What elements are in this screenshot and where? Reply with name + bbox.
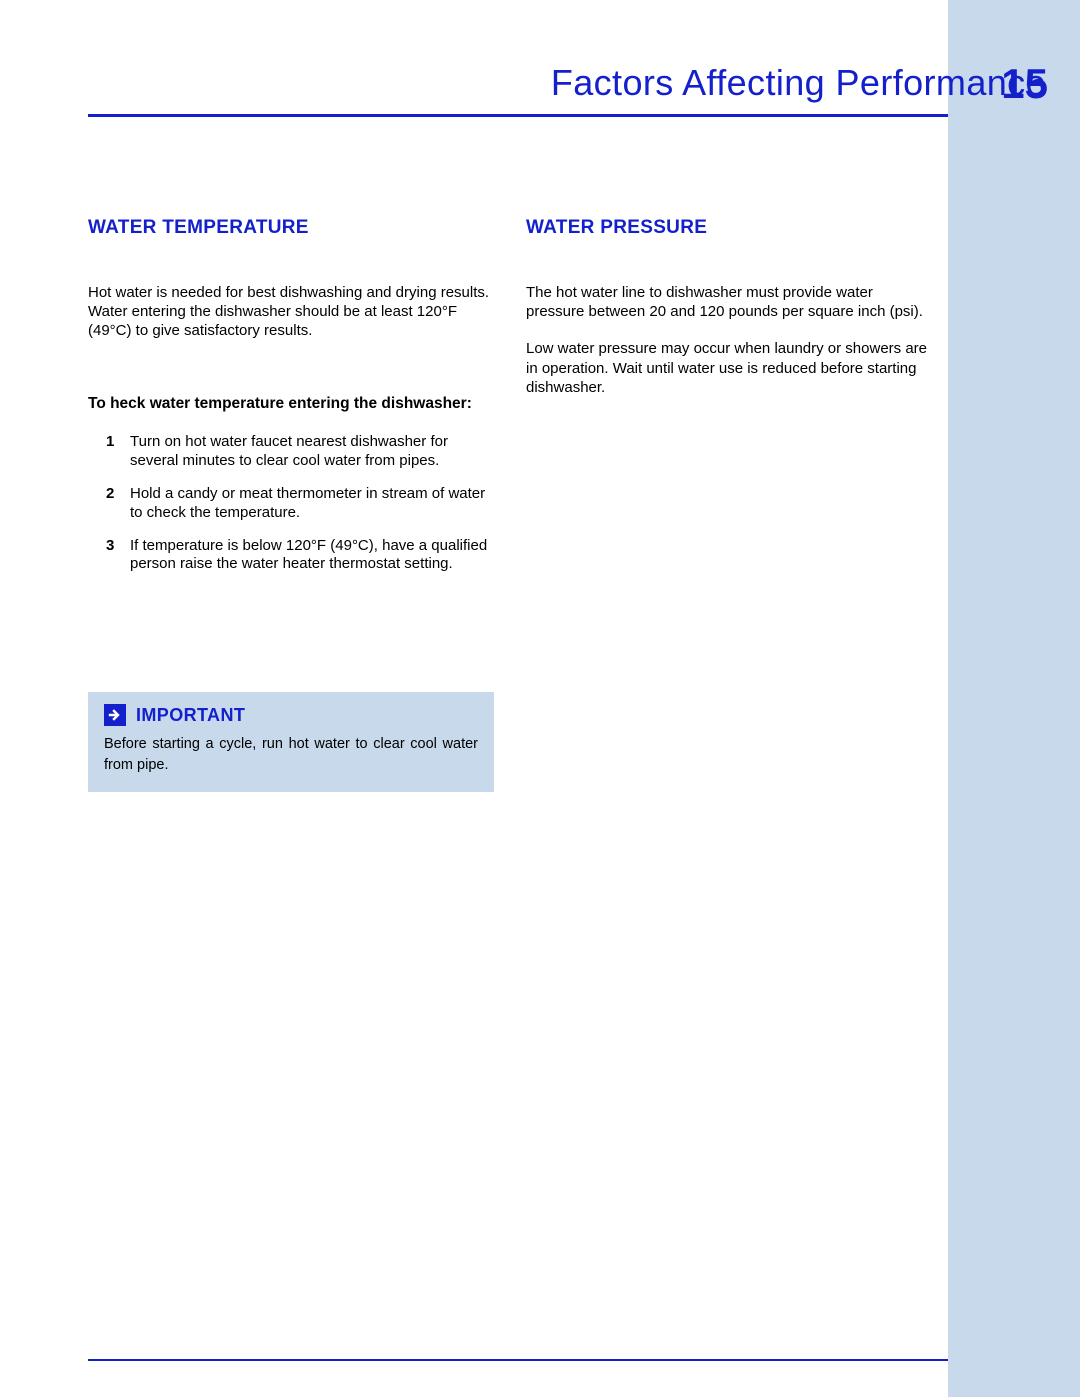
callout-body: Before starting a cycle, run hot water t… [104, 734, 478, 776]
content-area: WATER TEMPERATURE Hot water is needed fo… [0, 117, 1080, 792]
step-text: Turn on hot water faucet nearest dishwas… [130, 433, 494, 471]
side-accent-bar [948, 0, 1080, 1397]
heading-water-pressure: WATER PRESSURE [526, 217, 932, 239]
steps-list: 1 Turn on hot water faucet nearest dishw… [88, 433, 494, 574]
step-number: 1 [106, 433, 120, 471]
callout-title: IMPORTANT [136, 705, 245, 726]
page: Factors Affecting Performance 15 WATER T… [0, 0, 1080, 1397]
list-item: 3 If temperature is below 120°F (49°C), … [88, 537, 494, 575]
paragraph-pressure-spec: The hot water line to dishwasher must pr… [526, 283, 932, 321]
step-text: Hold a candy or meat thermometer in stre… [130, 485, 494, 523]
list-item: 1 Turn on hot water faucet nearest dishw… [88, 433, 494, 471]
step-text: If temperature is below 120°F (49°C), ha… [130, 537, 494, 575]
heading-water-temperature: WATER TEMPERATURE [88, 217, 494, 239]
sub-heading-check-temp: To heck water temperature entering the d… [88, 393, 494, 415]
arrow-right-icon [104, 704, 126, 726]
left-column: WATER TEMPERATURE Hot water is needed fo… [88, 217, 494, 792]
right-column: WATER PRESSURE The hot water line to dis… [526, 217, 932, 792]
step-number: 3 [106, 537, 120, 575]
step-number: 2 [106, 485, 120, 523]
footer-rule [88, 1359, 948, 1361]
paragraph-pressure-note: Low water pressure may occur when laundr… [526, 339, 932, 397]
callout-header: IMPORTANT [104, 704, 478, 726]
page-header: Factors Affecting Performance 15 [88, 36, 1080, 112]
paragraph-temp-intro: Hot water is needed for best dishwashing… [88, 283, 494, 341]
list-item: 2 Hold a candy or meat thermometer in st… [88, 485, 494, 523]
page-number: 15 [1001, 60, 1048, 108]
important-callout: IMPORTANT Before starting a cycle, run h… [88, 692, 494, 792]
chapter-title: Factors Affecting Performance [551, 62, 1046, 104]
